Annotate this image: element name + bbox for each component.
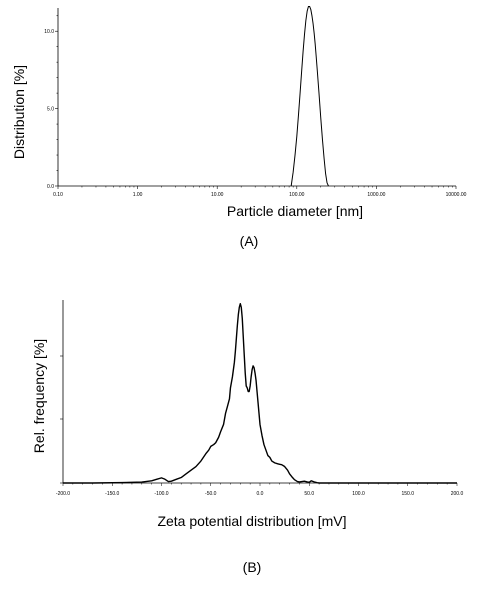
x-tick-label: -50.0	[205, 491, 217, 497]
x-tick-label: -100.0	[154, 491, 168, 497]
x-tick-label: 50.0	[304, 491, 314, 497]
x-tick-label: 100.0	[352, 491, 365, 497]
x-tick-label: 10.00	[211, 192, 224, 198]
x-axis-title: Particle diameter [nm]	[227, 203, 363, 219]
x-tick-label: 1000.00	[367, 192, 385, 198]
y-axis-title: Distribution [%]	[11, 65, 27, 159]
panel-label: (A)	[240, 233, 259, 249]
x-tick-label: 10000.00	[446, 192, 467, 198]
x-tick-label: 150.0	[401, 491, 414, 497]
y-tick-label: 10.0	[44, 29, 54, 35]
x-tick-label: -150.0	[105, 491, 119, 497]
x-tick-label: 1.00	[133, 192, 143, 198]
series-line	[290, 5, 329, 187]
x-tick-label: 0.10	[53, 192, 63, 198]
y-tick-label: 0.0	[47, 184, 54, 190]
series-line	[63, 302, 457, 484]
x-tick-label: 0.0	[257, 491, 264, 497]
x-tick-label: 100.00	[289, 192, 305, 198]
chart-particle-size: 0.0 5.0 10.0 0.10 1.00 10.00 100.00 1000.00 1000…	[11, 5, 467, 249]
panel-label: (B)	[243, 559, 262, 575]
x-tick-label: -200.0	[56, 491, 70, 497]
x-axis-title: Zeta potential distribution [mV]	[157, 513, 346, 529]
chart-zeta-potential: -200.0 -150.0 -100.0 -50.0 0.0 50.0 100.0 150.0…	[31, 300, 463, 575]
y-tick-label: 5.0	[47, 106, 54, 112]
y-axis-title: Rel. frequency [%]	[31, 339, 47, 453]
x-tick-label: 200.0	[451, 491, 464, 497]
